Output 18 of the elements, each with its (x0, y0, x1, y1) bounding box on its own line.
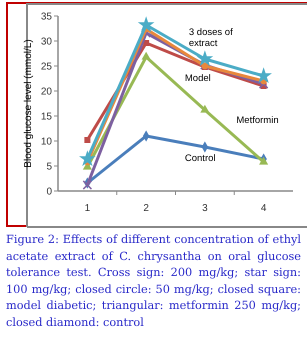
caption: Figure 2: Effects of different concentration of ethyl acetate extract of C. chrysantha on oral glucose tolerance test. Cross sign: 200 mg/kg; star sign: 100 mg/kg; closed circle: 50 mg/kg; closed square: model diabetic; triangular: metformin 250 mg/kg; closed diamond: control (6, 232, 301, 330)
y-tick-label: 15 (40, 112, 52, 122)
y-tick-label: 0 (46, 186, 52, 198)
y-tick-label: 5 (46, 162, 52, 172)
y-axis-title: Blood glucose level (mmol/L) (23, 39, 34, 168)
series-label: Model (184, 73, 211, 84)
series-label: Control (184, 153, 216, 164)
x-tick-label: 4 (260, 203, 267, 214)
annotation: 3 doses of extract (188, 27, 234, 49)
series-label: Metformin (236, 114, 279, 126)
x-tick-label: 3 (202, 203, 208, 214)
x-tick-label: 1 (84, 203, 91, 214)
x-tick-label: 2 (143, 203, 150, 214)
y-tick-label: 25 (40, 62, 52, 72)
y-tick-label: 10 (40, 136, 52, 148)
y-tick-label: 35 (40, 12, 52, 22)
y-tick-label: 30 (40, 36, 52, 48)
y-tick-label: 20 (40, 86, 52, 98)
